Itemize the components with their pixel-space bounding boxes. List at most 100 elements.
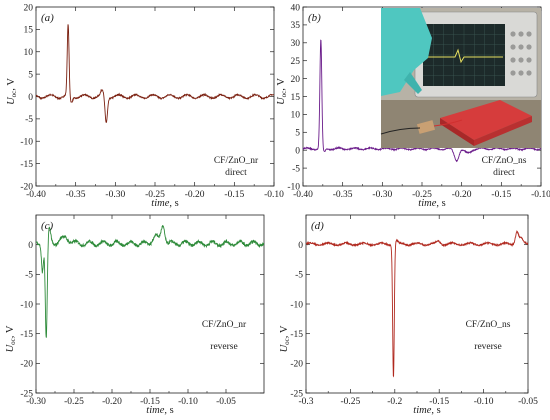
y-tick-label: 20 bbox=[291, 75, 301, 85]
x-axis-word: time bbox=[413, 405, 431, 416]
y-tick-label: 30 bbox=[291, 39, 301, 49]
chart-panel-b: -0.40 -0.35 -0.30 -0.25 -0.20 -0.15 -0.10 -10 -5… bbox=[276, 3, 550, 209]
red-device-front bbox=[474, 116, 532, 146]
x-axis-label: time, s bbox=[151, 198, 178, 209]
inset-photo bbox=[380, 8, 541, 148]
y-tick-label: -20 bbox=[290, 360, 303, 370]
panel-label: (b) bbox=[308, 12, 321, 24]
x-tick-label: -0.40 bbox=[26, 190, 46, 200]
x-tick-label: -0.05 bbox=[216, 397, 236, 407]
oscilloscope-knob bbox=[510, 57, 516, 63]
x-tick-label: -0.10 bbox=[474, 397, 494, 407]
y-tick-label: -10 bbox=[20, 138, 33, 148]
y-axis-symbol: U bbox=[6, 96, 17, 105]
series-line bbox=[36, 225, 264, 338]
x-tick-label: -0.20 bbox=[452, 190, 472, 200]
probe-cable bbox=[380, 127, 421, 135]
x-axis-word: time bbox=[151, 198, 169, 209]
sample-label: CF/ZnO_ns bbox=[466, 320, 511, 330]
y-tick-label: 25 bbox=[291, 57, 301, 67]
y-tick-label: 0 bbox=[28, 93, 33, 103]
x-tick-label: -0.15 bbox=[140, 397, 160, 407]
y-tick-label: -20 bbox=[20, 360, 33, 370]
oscilloscope-knob bbox=[518, 70, 524, 76]
y-tick-label: 0 bbox=[298, 241, 303, 251]
x-tick-label: -0.10 bbox=[264, 190, 284, 200]
y-tick-label: -10 bbox=[287, 182, 300, 192]
oscilloscope-knob bbox=[526, 44, 532, 50]
series-line bbox=[303, 39, 541, 163]
screen-trace bbox=[425, 48, 503, 64]
oscilloscope-knob bbox=[518, 31, 524, 37]
y-axis-symbol: U bbox=[5, 343, 16, 352]
y-axis-subscript: oc bbox=[10, 91, 18, 98]
x-tick-label: -0.10 bbox=[178, 397, 198, 407]
x-axis-unit: , s bbox=[436, 198, 445, 209]
y-axis-subscript: oc bbox=[280, 91, 288, 98]
y-tick-label: 0 bbox=[28, 241, 33, 251]
y-tick-label: 35 bbox=[291, 21, 301, 31]
chart-panel-c: -0.30 -0.25 -0.20 -0.15 -0.10 -0.05 -25 -20 -15 -… bbox=[5, 214, 265, 416]
x-tick-label: -0.25 bbox=[64, 397, 84, 407]
oscilloscope-knob bbox=[510, 70, 516, 76]
y-tick-label: -5 bbox=[292, 164, 300, 174]
y-tick-label: -5 bbox=[25, 271, 33, 281]
y-axis-label: Uoc, V bbox=[5, 325, 17, 352]
oscilloscope-knob bbox=[526, 31, 532, 37]
glove-finger bbox=[404, 72, 422, 94]
x-tick-label: -0.15 bbox=[491, 190, 511, 200]
x-axis-word: time bbox=[146, 405, 164, 416]
y-tick-label: -25 bbox=[290, 389, 303, 399]
y-axis-symbol: U bbox=[279, 343, 290, 352]
panel-label: (d) bbox=[311, 220, 324, 232]
x-tick-label: -0.10 bbox=[531, 190, 550, 200]
x-axis-unit: , s bbox=[431, 405, 440, 416]
y-tick-label: -15 bbox=[20, 330, 33, 340]
y-axis-subscript: oc bbox=[9, 338, 17, 345]
x-tick-label: -0.40 bbox=[293, 190, 313, 200]
y-axis-unit: , V bbox=[5, 325, 16, 338]
y-tick-label: 5 bbox=[28, 70, 33, 80]
y-tick-label: -20 bbox=[20, 182, 33, 192]
x-tick-label: -0.20 bbox=[185, 190, 205, 200]
y-axis-label: Uoc, V bbox=[6, 78, 18, 105]
y-tick-label: 20 bbox=[24, 3, 34, 13]
series-line bbox=[306, 230, 528, 378]
x-axis-unit: , s bbox=[169, 198, 178, 209]
oscilloscope-knob bbox=[518, 57, 524, 63]
chart-panel-a: -0.40 -0.35 -0.30 -0.25 -0.20 -0.15 -0.10 -20 -1… bbox=[6, 3, 284, 209]
y-tick-label: 15 bbox=[24, 26, 34, 36]
mode-label: reverse bbox=[474, 342, 501, 352]
x-tick-label: -0.2 bbox=[387, 397, 402, 407]
y-axis-label: Uoc, V bbox=[279, 325, 291, 352]
red-device-top bbox=[440, 100, 532, 140]
x-tick-label: -0.15 bbox=[429, 397, 449, 407]
y-tick-label: 0 bbox=[295, 147, 300, 157]
sample-piece bbox=[416, 120, 436, 134]
probe-cable-red bbox=[433, 119, 463, 127]
sample-label: CF/ZnO_ns bbox=[482, 156, 527, 166]
red-device-side bbox=[440, 118, 474, 146]
y-tick-label: -25 bbox=[20, 389, 33, 399]
sample-label: CF/ZnO_nr bbox=[214, 156, 259, 166]
y-tick-label: 15 bbox=[291, 93, 301, 103]
y-tick-label: -10 bbox=[290, 300, 303, 310]
y-axis-subscript: oc bbox=[283, 338, 291, 345]
y-tick-label: -5 bbox=[25, 115, 33, 125]
x-tick-label: -0.35 bbox=[333, 190, 353, 200]
x-tick-label: -0.15 bbox=[224, 190, 244, 200]
plot-frame bbox=[305, 214, 529, 394]
oscilloscope-knob bbox=[526, 57, 532, 63]
x-tick-label: -0.30 bbox=[372, 190, 392, 200]
oscilloscope-knob bbox=[510, 44, 516, 50]
x-tick-label: -0.35 bbox=[66, 190, 86, 200]
x-tick-label: -0.05 bbox=[518, 397, 538, 407]
x-tick-label: -0.30 bbox=[105, 190, 125, 200]
panel-label: (a) bbox=[41, 12, 54, 24]
mode-label: reverse bbox=[210, 342, 237, 352]
x-tick-label: -0.30 bbox=[26, 397, 46, 407]
x-tick-label: -0.25 bbox=[145, 190, 165, 200]
y-tick-label: 10 bbox=[291, 111, 301, 121]
y-tick-label: -15 bbox=[290, 330, 303, 340]
y-axis-label: Uoc, V bbox=[276, 78, 288, 105]
